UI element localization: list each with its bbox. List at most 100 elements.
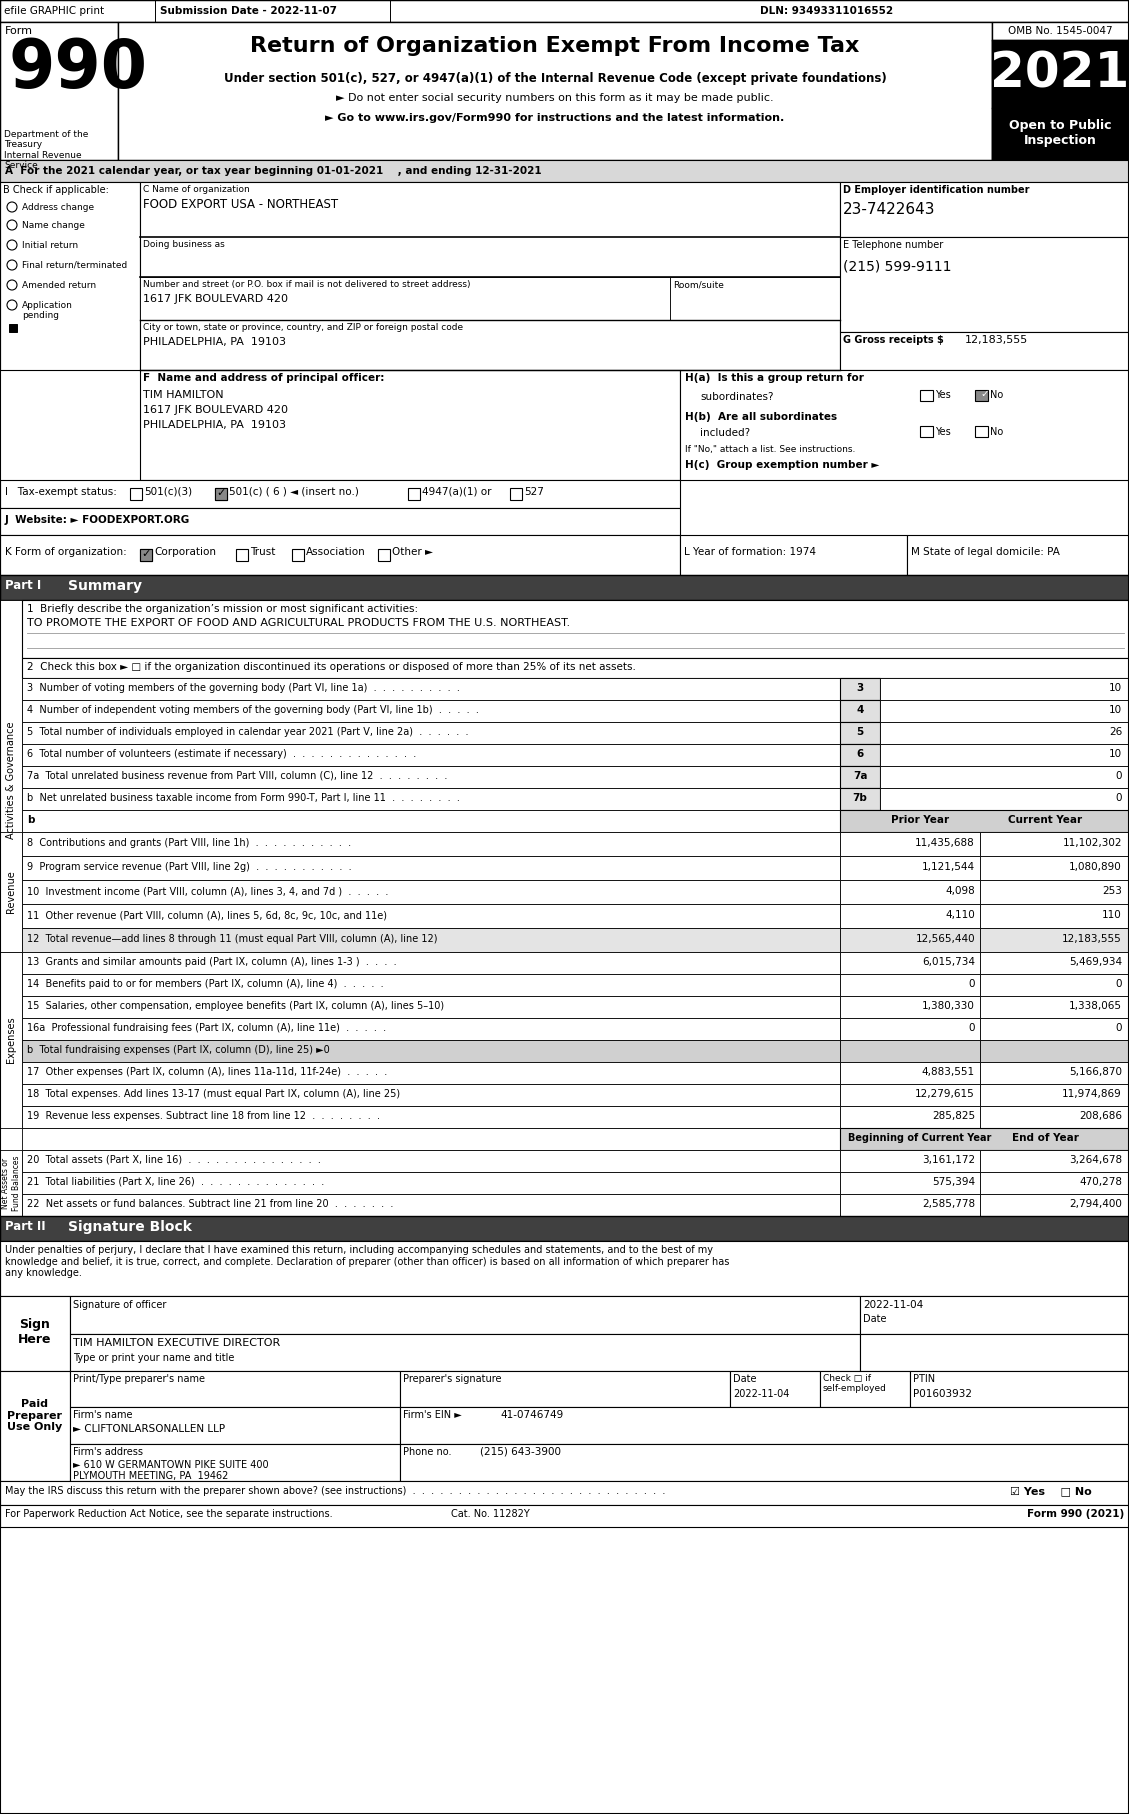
Text: OMB No. 1545-0047: OMB No. 1545-0047 — [1008, 25, 1112, 36]
Text: efile GRAPHIC print: efile GRAPHIC print — [5, 5, 104, 16]
Text: 1617 JFK BOULEVARD 420: 1617 JFK BOULEVARD 420 — [143, 405, 288, 415]
Text: E Telephone number: E Telephone number — [843, 239, 943, 250]
Text: Under penalties of perjury, I declare that I have examined this return, includin: Under penalties of perjury, I declare th… — [5, 1244, 729, 1279]
Text: No: No — [990, 426, 1004, 437]
Text: 18  Total expenses. Add lines 13-17 (must equal Part IX, column (A), line 25): 18 Total expenses. Add lines 13-17 (must… — [27, 1088, 400, 1099]
Text: 41-0746749: 41-0746749 — [500, 1409, 563, 1420]
Text: 11,974,869: 11,974,869 — [1062, 1088, 1122, 1099]
Text: 15  Salaries, other compensation, employee benefits (Part IX, column (A), lines : 15 Salaries, other compensation, employe… — [27, 1001, 444, 1010]
Text: subordinates?: subordinates? — [700, 392, 773, 403]
Bar — [21, 903, 840, 929]
Bar — [70, 1295, 860, 1333]
Text: 10: 10 — [1109, 706, 1122, 715]
Text: 0: 0 — [1115, 1023, 1122, 1032]
Text: H(a)  Is this a group return for: H(a) Is this a group return for — [685, 374, 864, 383]
Text: TIM HAMILTON EXECUTIVE DIRECTOR: TIM HAMILTON EXECUTIVE DIRECTOR — [73, 1339, 280, 1348]
Text: 11  Other revenue (Part VIII, column (A), lines 5, 6d, 8c, 9c, 10c, and 11e): 11 Other revenue (Part VIII, column (A),… — [27, 911, 387, 920]
Text: Name change: Name change — [21, 221, 85, 230]
Text: A  For the 2021 calendar year, or tax year beginning 01-01-2021    , and ending : A For the 2021 calendar year, or tax yea… — [5, 167, 542, 176]
Bar — [21, 974, 840, 996]
Text: 110: 110 — [1102, 911, 1122, 920]
Text: No: No — [990, 390, 1004, 401]
Text: Number and street (or P.O. box if mail is not delivered to street address): Number and street (or P.O. box if mail i… — [143, 279, 471, 288]
Bar — [980, 1039, 1129, 1061]
Text: 1,080,890: 1,080,890 — [1069, 862, 1122, 873]
Bar — [21, 856, 840, 880]
Bar — [975, 390, 988, 401]
Text: K Form of organization:: K Form of organization: — [5, 548, 126, 557]
Text: 501(c) ( 6 ) ◄ (insert no.): 501(c) ( 6 ) ◄ (insert no.) — [229, 486, 359, 497]
Circle shape — [7, 299, 17, 310]
Text: 9  Program service revenue (Part VIII, line 2g)  .  .  .  .  .  .  .  .  .  .  .: 9 Program service revenue (Part VIII, li… — [27, 862, 351, 873]
Bar — [0, 22, 119, 160]
Text: Trust: Trust — [250, 548, 275, 557]
Text: 7a: 7a — [852, 771, 867, 782]
Text: Preparer's signature: Preparer's signature — [403, 1373, 501, 1384]
Text: Check □ if
self-employed: Check □ if self-employed — [823, 1373, 887, 1393]
Text: 4947(a)(1) or: 4947(a)(1) or — [422, 486, 491, 497]
Text: Signature of officer: Signature of officer — [73, 1301, 166, 1310]
Circle shape — [7, 239, 17, 250]
Text: C Name of organization: C Name of organization — [143, 185, 250, 194]
Bar — [292, 550, 304, 561]
Circle shape — [7, 201, 17, 212]
Text: 17  Other expenses (Part IX, column (A), lines 11a-11d, 11f-24e)  .  .  .  .  .: 17 Other expenses (Part IX, column (A), … — [27, 1067, 387, 1078]
Text: included?: included? — [700, 428, 750, 437]
Text: 12,183,555: 12,183,555 — [1062, 934, 1122, 943]
Text: H(b)  Are all subordinates: H(b) Are all subordinates — [685, 412, 837, 423]
Bar — [980, 952, 1129, 974]
Bar — [0, 952, 21, 1128]
Bar — [980, 1194, 1129, 1215]
Text: (215) 643-3900: (215) 643-3900 — [480, 1448, 561, 1457]
Text: Part I: Part I — [5, 579, 42, 591]
Text: L Year of formation: 1974: L Year of formation: 1974 — [684, 548, 816, 557]
Text: 5: 5 — [857, 727, 864, 736]
Text: Form: Form — [5, 25, 33, 36]
Text: Corporation: Corporation — [154, 548, 216, 557]
Text: ☑ Yes    □ No: ☑ Yes □ No — [1010, 1486, 1092, 1497]
Bar — [840, 952, 980, 974]
Text: Date: Date — [863, 1313, 886, 1324]
Text: M State of legal domicile: PA: M State of legal domicile: PA — [911, 548, 1060, 557]
Circle shape — [7, 279, 17, 290]
Text: 3  Number of voting members of the governing body (Part VI, line 1a)  .  .  .  .: 3 Number of voting members of the govern… — [27, 684, 460, 693]
Bar — [130, 488, 142, 501]
Bar — [215, 488, 227, 501]
Bar — [840, 678, 879, 700]
Text: 7a  Total unrelated business revenue from Part VIII, column (C), line 12  .  .  : 7a Total unrelated business revenue from… — [27, 771, 447, 782]
Text: Activities & Governance: Activities & Governance — [6, 722, 16, 838]
Bar — [840, 833, 980, 856]
Text: Other ►: Other ► — [392, 548, 434, 557]
Bar — [21, 1018, 840, 1039]
Text: 5  Total number of individuals employed in calendar year 2021 (Part V, line 2a) : 5 Total number of individuals employed i… — [27, 727, 469, 736]
Text: 0: 0 — [1115, 793, 1122, 804]
Bar — [70, 1333, 860, 1371]
Bar — [879, 722, 1129, 744]
Text: 5,166,870: 5,166,870 — [1069, 1067, 1122, 1078]
Bar — [840, 974, 980, 996]
Text: H(c)  Group exemption number ►: H(c) Group exemption number ► — [685, 461, 879, 470]
Bar — [840, 1194, 980, 1215]
Text: 2022-11-04: 2022-11-04 — [733, 1390, 789, 1399]
Bar — [980, 880, 1129, 903]
Bar — [840, 1172, 980, 1194]
Text: 501(c)(3): 501(c)(3) — [145, 486, 192, 497]
Text: Type or print your name and title: Type or print your name and title — [73, 1353, 235, 1362]
Bar — [980, 1018, 1129, 1039]
Text: 22  Net assets or fund balances. Subtract line 21 from line 20  .  .  .  .  .  .: 22 Net assets or fund balances. Subtract… — [27, 1199, 393, 1208]
Bar — [0, 600, 21, 960]
Text: 990: 990 — [8, 36, 147, 102]
Bar — [400, 1371, 730, 1408]
Text: Date: Date — [733, 1373, 756, 1384]
Bar — [21, 722, 840, 744]
Text: 6: 6 — [857, 749, 864, 758]
Bar — [21, 1128, 840, 1150]
Text: Final return/terminated: Final return/terminated — [21, 261, 128, 270]
Circle shape — [7, 259, 17, 270]
Text: 0: 0 — [969, 980, 975, 989]
Bar — [680, 370, 1129, 481]
Bar — [0, 1506, 1129, 1527]
Bar — [980, 1150, 1129, 1172]
Text: Current Year: Current Year — [1008, 814, 1082, 825]
Circle shape — [7, 219, 17, 230]
